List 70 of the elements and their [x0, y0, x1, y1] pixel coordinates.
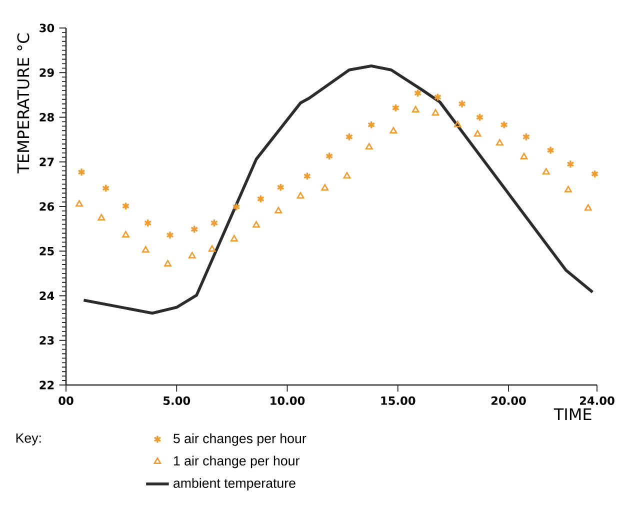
point — [564, 186, 572, 192]
legend-label: 5 air changes per hour — [174, 433, 306, 446]
point — [414, 88, 422, 98]
y-tick-label: 25 — [40, 246, 54, 256]
y-tick-label: 24 — [40, 292, 54, 300]
point — [566, 160, 574, 168]
y-tick-label: 23 — [40, 336, 54, 345]
x-axis-title: TIME — [554, 408, 592, 420]
point — [98, 214, 106, 220]
point — [392, 104, 400, 112]
point — [345, 132, 354, 142]
x-tick-label: 24.00 — [580, 396, 614, 405]
legend-label: 1 air change per hour — [174, 456, 300, 468]
line-series — [82, 64, 594, 315]
point — [546, 146, 554, 155]
y-axis-title: TEMPERATURE °C — [17, 34, 30, 174]
point — [476, 112, 484, 122]
point — [122, 202, 130, 210]
point — [142, 246, 150, 253]
point — [296, 192, 304, 199]
x-tick-label: 00 — [58, 396, 74, 405]
point — [365, 143, 373, 150]
point — [122, 230, 130, 238]
point — [432, 109, 440, 116]
x-tick-label: 15.00 — [381, 396, 416, 405]
point — [274, 206, 282, 214]
point — [210, 218, 218, 228]
point — [102, 184, 110, 193]
x-tick-label: 20.00 — [491, 396, 526, 405]
point — [144, 218, 152, 228]
point — [590, 170, 599, 178]
legend-title: Key: — [16, 433, 41, 446]
point — [188, 252, 196, 258]
point — [584, 204, 592, 211]
point — [325, 152, 334, 160]
point — [343, 172, 351, 179]
point — [190, 224, 198, 234]
point — [367, 120, 376, 130]
point — [303, 172, 312, 180]
point — [496, 138, 504, 146]
y-tick-label: 29 — [40, 68, 54, 77]
x-tick-label: 10.00 — [270, 396, 305, 405]
point — [390, 126, 398, 134]
point — [76, 200, 83, 207]
point — [252, 221, 260, 228]
point — [321, 184, 329, 191]
point — [276, 182, 284, 192]
y-tick-label: 27 — [40, 158, 54, 166]
point — [78, 168, 86, 176]
legend-label: ambient temperature — [174, 478, 296, 490]
y-tick-label: 30 — [40, 24, 54, 32]
point — [458, 100, 466, 108]
point — [520, 152, 528, 160]
point — [166, 230, 174, 240]
y-tick-label: 22 — [40, 380, 54, 390]
point — [434, 92, 442, 102]
point — [230, 234, 238, 242]
point — [412, 106, 420, 112]
point — [500, 120, 508, 130]
point — [542, 168, 550, 175]
point — [522, 132, 530, 142]
point — [232, 202, 240, 212]
point — [454, 120, 462, 128]
point — [474, 130, 482, 137]
y-tick-label: 26 — [40, 202, 54, 211]
point — [256, 194, 265, 204]
point — [208, 245, 216, 252]
x-tick-label: 5.00 — [164, 396, 190, 405]
point — [164, 260, 172, 266]
y-tick-label: 28 — [40, 112, 54, 122]
